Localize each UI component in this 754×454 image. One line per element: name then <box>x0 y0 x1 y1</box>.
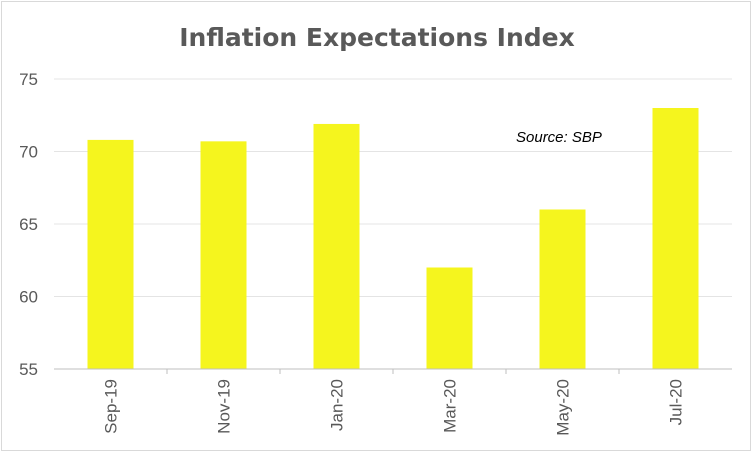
gridlines <box>54 78 732 297</box>
bar-nov-19 <box>200 141 247 369</box>
y-tick-label: 65 <box>19 215 38 234</box>
bars <box>87 108 699 369</box>
x-tick-label: Jan-20 <box>328 379 347 431</box>
x-tick-label: Sep-19 <box>102 379 121 434</box>
y-tick-label: 75 <box>19 70 38 89</box>
chart-title: Inflation Expectations Index <box>179 23 575 52</box>
x-tick-label: Jul-20 <box>667 379 686 425</box>
bar-mar-20 <box>426 267 473 369</box>
bar-jul-20 <box>652 108 699 369</box>
source-annotation: Source: SBP <box>516 129 602 146</box>
y-tick-label: 60 <box>19 288 38 307</box>
bar-sep-19 <box>87 139 134 369</box>
bar-may-20 <box>539 209 586 369</box>
x-tick-label: Nov-19 <box>215 379 234 434</box>
y-axis-ticks: 55 60 65 70 75 <box>19 70 38 379</box>
x-tick-label: Mar-20 <box>441 379 460 433</box>
bar-jan-20 <box>313 123 360 369</box>
x-tick-label: May-20 <box>554 379 573 436</box>
x-axis-ticks: Sep-19 Nov-19 Jan-20 Mar-20 May-20 Jul-20 <box>102 369 686 436</box>
y-tick-label: 70 <box>19 143 38 162</box>
y-tick-label: 55 <box>19 360 38 379</box>
